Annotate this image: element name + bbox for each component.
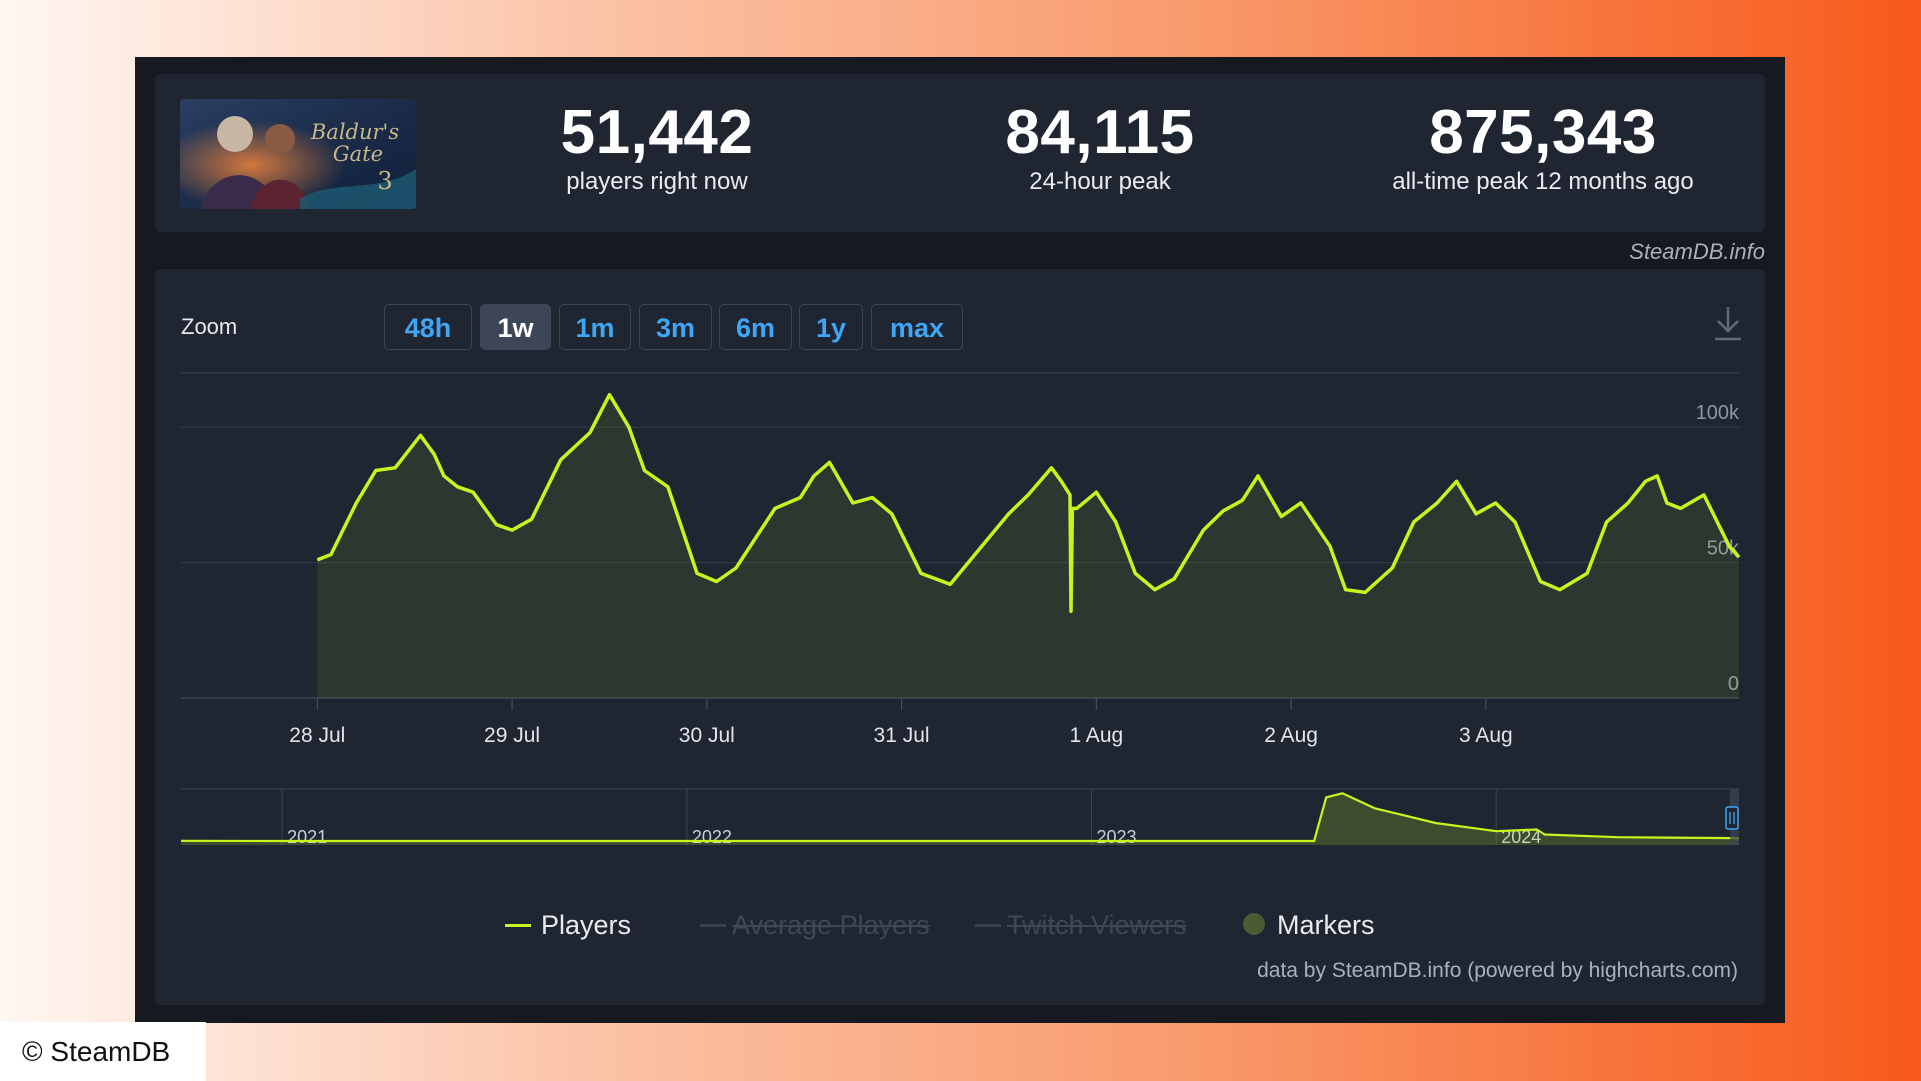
legend: Players Average Players Twitch Viewers M… (155, 907, 1765, 943)
players-swatch (505, 924, 531, 927)
zoom-48h-button[interactable]: 48h (384, 304, 472, 350)
zoom-max-button[interactable]: max (871, 304, 963, 350)
x-tick-label: 1 Aug (1069, 724, 1123, 747)
chart-credits[interactable]: data by SteamDB.info (powered by highcha… (1257, 959, 1738, 982)
game-thumbnail[interactable]: Baldur's Gate 3 (180, 99, 416, 209)
players-series-line (316, 392, 1741, 614)
zoom-3m-button[interactable]: 3m (639, 304, 712, 350)
players-area (317, 394, 1739, 698)
zoom-1w-button[interactable]: 1w (480, 304, 551, 350)
zoom-label: Zoom (181, 314, 238, 339)
x-tick-label: 2 Aug (1264, 724, 1318, 747)
zoom-1y-button[interactable]: 1y (799, 304, 863, 350)
current-players-label: players right now (566, 168, 748, 195)
download-icon[interactable] (1713, 303, 1743, 343)
zoom-6m-button[interactable]: 6m (719, 304, 792, 350)
stats-bar: Baldur's Gate 3 51,442 players right now… (155, 74, 1765, 232)
all-time-peak-label: all-time peak 12 months ago (1392, 168, 1694, 195)
stat-all-time-peak: 875,343 all-time peak 12 months ago (1333, 99, 1753, 197)
legend-item-markers[interactable]: Markers (1243, 907, 1375, 943)
legend-item-players[interactable]: Players (505, 907, 631, 943)
markers-dot-icon (1243, 913, 1265, 935)
x-tick-label: 29 Jul (484, 724, 540, 747)
navigator-area (181, 793, 1739, 845)
legend-players-label: Players (541, 910, 632, 940)
average-swatch (700, 924, 726, 927)
x-tick-label: 30 Jul (679, 724, 735, 747)
y-tick-label: 50k (1707, 538, 1740, 560)
x-tick-label: 28 Jul (289, 724, 345, 747)
steamdb-watermark[interactable]: SteamDB.info (1629, 239, 1765, 264)
all-time-peak-value: 875,343 (1429, 98, 1657, 167)
chart-panel: Zoom 48h 1w 1m 3m 6m 1y max 0 50k 100k 28 … (155, 269, 1765, 1005)
y-tick-label: 100k (1696, 402, 1740, 424)
svg-text:3: 3 (377, 167, 392, 195)
navigator-handle[interactable] (1725, 806, 1739, 830)
svg-text:Gate: Gate (333, 142, 383, 166)
legend-average-label: Average Players (732, 910, 930, 940)
svg-text:Baldur's: Baldur's (310, 120, 399, 144)
legend-item-average-players[interactable]: Average Players (700, 907, 930, 943)
legend-twitch-label: Twitch Viewers (1007, 910, 1187, 940)
stat-24h-peak: 84,115 24-hour peak (890, 99, 1310, 197)
x-tick-label: 3 Aug (1459, 724, 1513, 747)
stat-current-players: 51,442 players right now (447, 99, 867, 197)
x-tick-label: 31 Jul (874, 724, 930, 747)
peak-24h-label: 24-hour peak (1029, 168, 1171, 195)
zoom-1m-button[interactable]: 1m (559, 304, 631, 350)
y-tick-label: 0 (1728, 673, 1739, 695)
legend-item-twitch-viewers[interactable]: Twitch Viewers (975, 907, 1187, 943)
legend-markers-label: Markers (1277, 910, 1375, 940)
player-chart: 0 50k 100k 28 Jul 29 Jul 30 Jul 31 Jul 1 Aug 2 … (180, 372, 1741, 847)
navigator-line (180, 792, 1740, 843)
current-players-value: 51,442 (560, 98, 754, 167)
steamdb-panel: Baldur's Gate 3 51,442 players right now… (135, 57, 1785, 1023)
navigator-year-label: 2024 (1501, 827, 1541, 847)
twitch-swatch (975, 924, 1001, 927)
peak-24h-value: 84,115 (1005, 98, 1195, 167)
copyright-caption: © SteamDB (0, 1022, 206, 1081)
